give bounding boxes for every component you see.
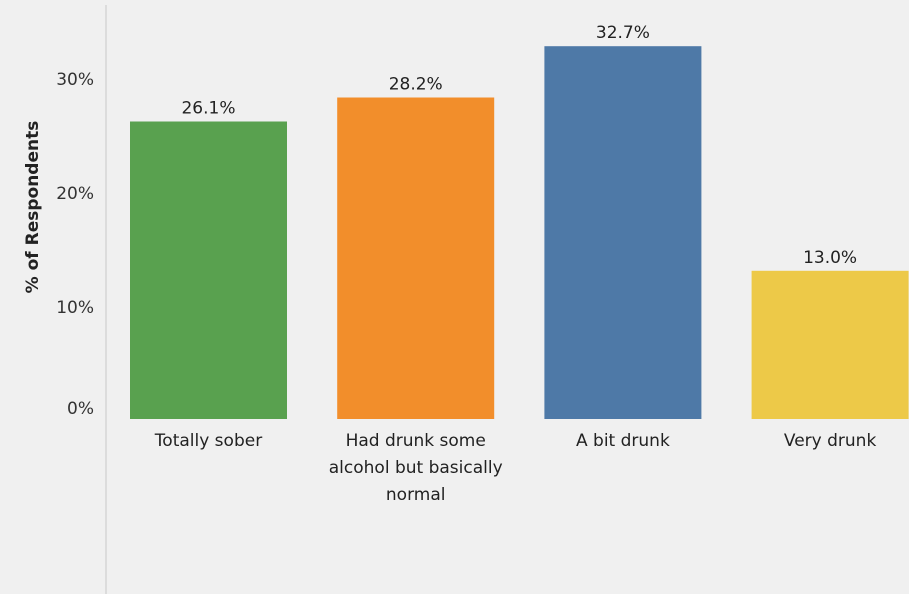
y-tick-label: 20%	[56, 184, 94, 204]
category-label: A bit drunk	[576, 431, 670, 451]
y-tick-label: 10%	[56, 298, 94, 318]
category-labels: Totally sober Had drunk some alcohol but b…	[154, 431, 877, 505]
bar	[544, 46, 702, 419]
bar-value-label: 32.7%	[596, 23, 650, 43]
bars	[130, 46, 909, 419]
category-label-line: Had drunk some	[346, 431, 486, 451]
bar-value-label: 26.1%	[181, 99, 235, 119]
bar-value-label: 28.2%	[389, 75, 443, 95]
y-tick-label: 30%	[56, 70, 94, 90]
category-label: Totally sober	[154, 431, 262, 451]
bar-value-label: 13.0%	[803, 248, 857, 268]
bar	[751, 270, 909, 419]
category-label-line: Totally sober	[154, 431, 262, 451]
y-tick-label: 0%	[67, 399, 94, 419]
bar	[130, 121, 287, 419]
category-label: Had drunk some alcohol but basically norma…	[329, 431, 503, 505]
category-label-line: A bit drunk	[576, 431, 670, 451]
category-label-line: normal	[386, 485, 446, 505]
data-labels: 26.1% 28.2% 32.7% 13.0%	[181, 23, 857, 268]
category-label: Very drunk	[784, 431, 877, 451]
y-axis-ticks: 0% 10% 20% 30%	[56, 70, 94, 419]
bar	[337, 97, 495, 419]
category-label-line: alcohol but basically	[329, 458, 503, 478]
y-axis-title: % of Respondents	[23, 121, 43, 294]
category-label-line: Very drunk	[784, 431, 877, 451]
